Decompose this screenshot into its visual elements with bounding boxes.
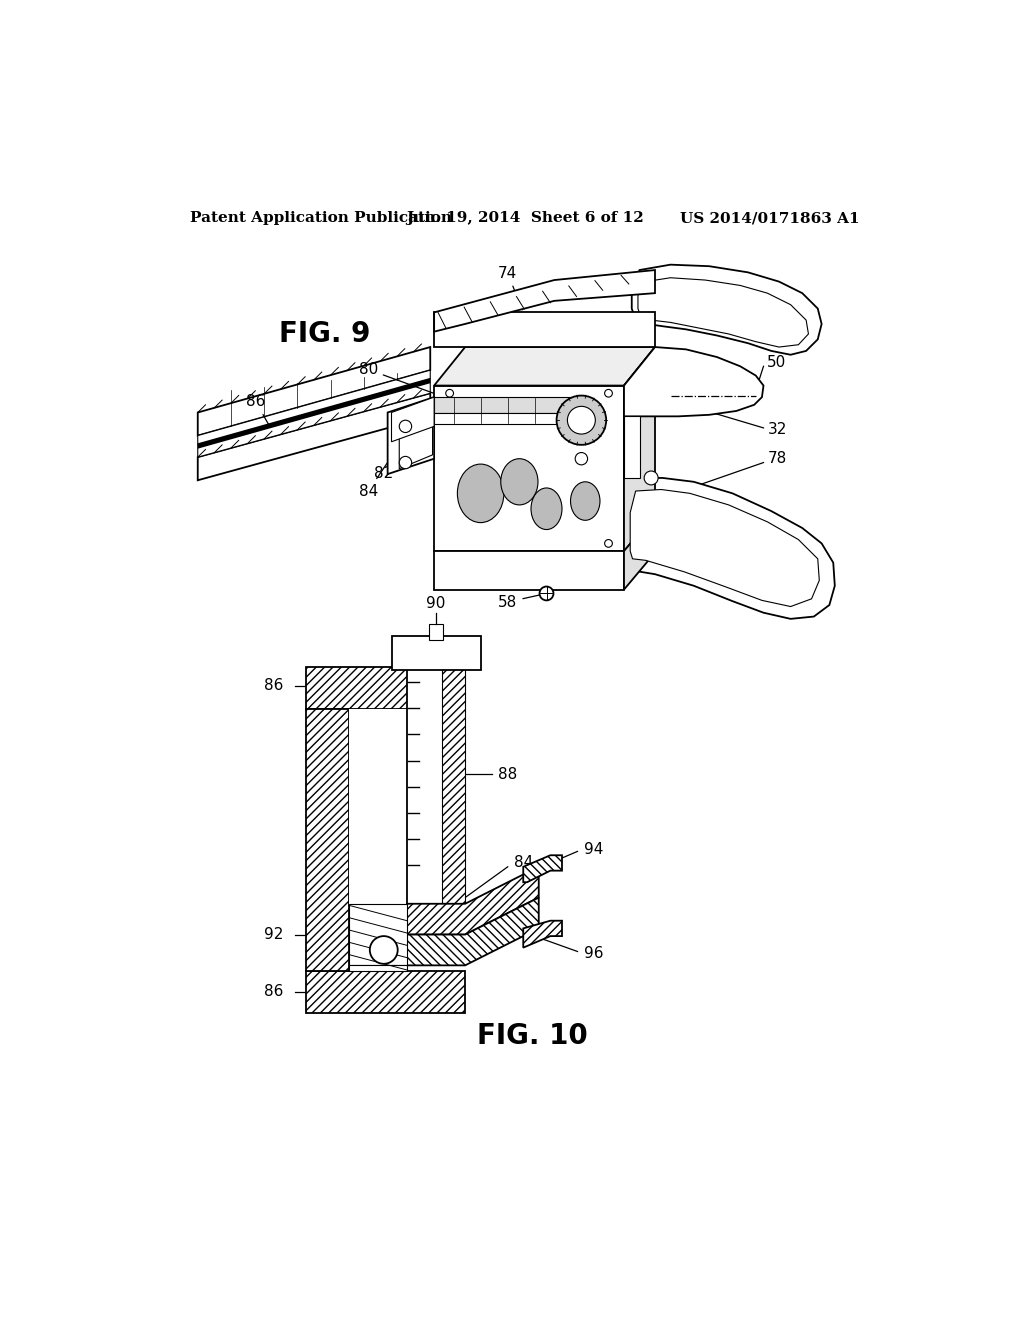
Circle shape <box>567 407 595 434</box>
Circle shape <box>399 420 412 433</box>
Text: 96: 96 <box>584 945 603 961</box>
Polygon shape <box>624 347 764 416</box>
Bar <box>429 624 443 640</box>
Polygon shape <box>523 855 562 882</box>
Polygon shape <box>434 385 624 552</box>
Polygon shape <box>198 347 430 436</box>
Text: 100: 100 <box>461 928 490 944</box>
Text: 78: 78 <box>767 451 786 466</box>
Text: 94: 94 <box>584 842 603 858</box>
Text: 86: 86 <box>246 395 270 428</box>
Text: US 2014/0171863 A1: US 2014/0171863 A1 <box>680 211 859 226</box>
Text: 86: 86 <box>263 983 283 999</box>
Text: 86: 86 <box>263 678 283 693</box>
Text: 84: 84 <box>514 855 534 870</box>
Ellipse shape <box>501 458 538 506</box>
Bar <box>349 709 407 970</box>
Polygon shape <box>391 397 434 442</box>
Polygon shape <box>434 271 655 331</box>
Text: 58: 58 <box>498 594 544 610</box>
Circle shape <box>575 453 588 465</box>
Ellipse shape <box>531 488 562 529</box>
Polygon shape <box>349 965 407 970</box>
Polygon shape <box>434 552 624 590</box>
Ellipse shape <box>458 465 504 523</box>
Polygon shape <box>434 397 578 412</box>
Text: 82: 82 <box>374 463 403 480</box>
Polygon shape <box>399 405 432 469</box>
Polygon shape <box>407 898 539 965</box>
Bar <box>442 667 465 906</box>
Polygon shape <box>434 347 655 385</box>
Polygon shape <box>624 347 655 552</box>
Polygon shape <box>632 264 821 355</box>
Text: 92: 92 <box>263 927 283 942</box>
Circle shape <box>540 586 554 601</box>
Text: 74: 74 <box>498 265 522 310</box>
Polygon shape <box>624 515 655 590</box>
Bar <box>391 636 480 671</box>
Polygon shape <box>624 416 640 478</box>
Polygon shape <box>198 370 430 457</box>
Text: 80: 80 <box>358 362 459 403</box>
Ellipse shape <box>570 482 600 520</box>
Polygon shape <box>349 904 407 965</box>
Text: Patent Application Publication: Patent Application Publication <box>190 211 452 226</box>
Polygon shape <box>198 393 430 480</box>
Polygon shape <box>434 412 562 424</box>
Polygon shape <box>523 921 562 948</box>
Polygon shape <box>198 378 430 449</box>
Circle shape <box>557 396 606 445</box>
Bar <box>306 709 349 970</box>
Circle shape <box>604 389 612 397</box>
Text: 84: 84 <box>358 430 410 499</box>
Text: 88: 88 <box>499 767 518 781</box>
Polygon shape <box>630 490 819 607</box>
Polygon shape <box>638 277 809 347</box>
Circle shape <box>445 389 454 397</box>
Circle shape <box>604 540 612 548</box>
Text: Jun. 19, 2014  Sheet 6 of 12: Jun. 19, 2014 Sheet 6 of 12 <box>406 211 644 226</box>
Circle shape <box>399 457 412 469</box>
Text: 90: 90 <box>426 595 445 611</box>
Text: 32: 32 <box>767 422 786 437</box>
Polygon shape <box>434 313 655 347</box>
Circle shape <box>370 936 397 964</box>
Circle shape <box>644 471 658 484</box>
Bar <box>306 667 465 709</box>
Bar <box>407 667 465 906</box>
Text: FIG. 10: FIG. 10 <box>477 1022 588 1051</box>
Bar <box>306 970 465 1014</box>
Polygon shape <box>388 397 434 474</box>
Polygon shape <box>624 478 835 619</box>
Polygon shape <box>407 867 539 935</box>
Text: FIG. 9: FIG. 9 <box>280 321 371 348</box>
Text: 50: 50 <box>767 355 786 370</box>
